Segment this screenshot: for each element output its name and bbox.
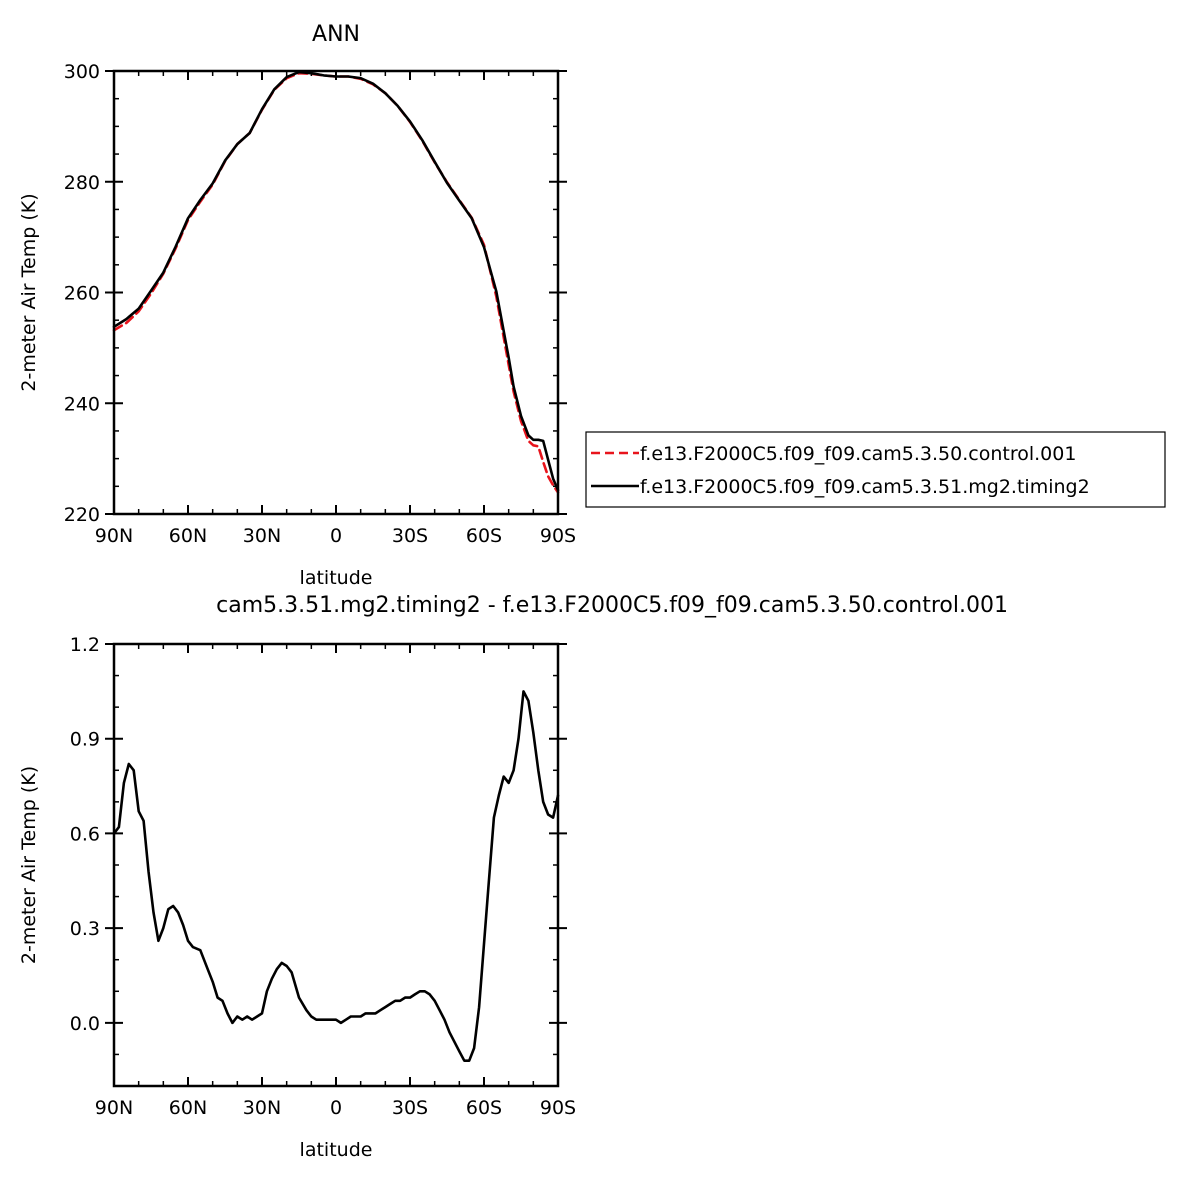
chart-top: ANN 90N 60N 30N 0 30S 60S 90S 220 240 260 280 300 2… — [18, 22, 1166, 589]
bottom-y-tick-label: 0.3 — [70, 918, 100, 940]
top-x-tick-label: 0 — [330, 525, 342, 547]
chart-bottom-y-axis-title: 2-meter Air Temp (K) — [18, 766, 40, 964]
top-x-tick-label: 30N — [243, 525, 281, 547]
top-y-tick-label: 280 — [64, 172, 100, 194]
bottom-y-tick-label: 0.6 — [70, 823, 100, 845]
chart-bottom-series-layer — [112, 690, 560, 1062]
bottom-y-tick-label: 0.0 — [70, 1013, 100, 1035]
top-y-tick-label: 300 — [64, 61, 100, 83]
bottom-y-tick-label: 0.9 — [70, 729, 100, 751]
bottom-y-tick-label: 1.2 — [70, 634, 100, 656]
top-y-tick-label: 240 — [64, 393, 100, 415]
chart-top-axes: 90N 60N 30N 0 30S 60S 90S 220 240 260 280 300 — [64, 61, 576, 547]
chart-bottom: cam5.3.51.mg2.timing2 - f.e13.F2000C5.f0… — [18, 593, 1008, 1161]
bottom-x-tick-label: 30N — [243, 1097, 281, 1119]
legend-entry-control: f.e13.F2000C5.f09_f09.cam5.3.50.control.… — [640, 443, 1076, 465]
top-y-tick-label: 260 — [64, 283, 100, 305]
chart-top-legend: f.e13.F2000C5.f09_f09.cam5.3.50.control.… — [585, 431, 1166, 508]
chart-top-y-axis-title: 2-meter Air Temp (K) — [18, 193, 40, 391]
top-x-tick-label: 90S — [540, 525, 576, 547]
bottom-x-tick-label: 90S — [540, 1097, 576, 1119]
chart-bottom-title: cam5.3.51.mg2.timing2 - f.e13.F2000C5.f0… — [216, 593, 1008, 618]
top-x-tick-label: 60N — [169, 525, 207, 547]
top-x-tick-label: 90N — [95, 525, 133, 547]
top-x-tick-label: 30S — [392, 525, 428, 547]
chart-top-plot-frame — [112, 69, 560, 516]
bottom-x-tick-label: 0 — [330, 1097, 342, 1119]
chart-top-x-axis-title: latitude — [300, 567, 373, 589]
chart-top-series-layer — [112, 70, 560, 494]
legend-box — [585, 431, 1166, 508]
legend-entry-timing2: f.e13.F2000C5.f09_f09.cam5.3.51.mg2.timi… — [640, 476, 1090, 498]
series-line-timing2 — [112, 70, 560, 492]
bottom-x-tick-label: 30S — [392, 1097, 428, 1119]
series-line-difference — [112, 690, 560, 1062]
bottom-x-tick-label: 90N — [95, 1097, 133, 1119]
bottom-x-tick-label: 60N — [169, 1097, 207, 1119]
chart-bottom-plot-frame — [112, 642, 560, 1088]
top-x-tick-label: 60S — [466, 525, 502, 547]
chart-bottom-x-axis-title: latitude — [300, 1139, 373, 1161]
bottom-x-tick-label: 60S — [466, 1097, 502, 1119]
top-y-tick-label: 220 — [64, 504, 100, 526]
chart-top-title: ANN — [312, 22, 360, 47]
